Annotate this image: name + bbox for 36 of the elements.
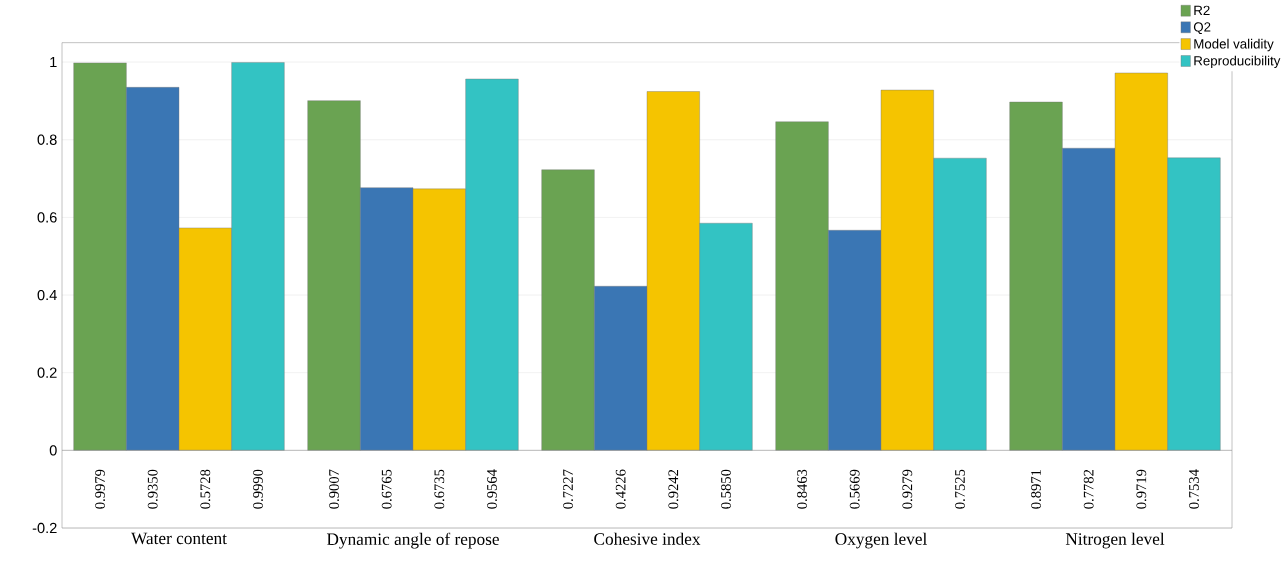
data-label: 0.9350 — [147, 469, 158, 509]
data-label: 0.7782 — [1083, 469, 1094, 509]
data-label: 0.9990 — [253, 469, 263, 509]
data-label: 0.9719 — [1136, 469, 1147, 509]
data-label: 0.9242 — [668, 469, 679, 509]
data-label: 0.9564 — [487, 469, 497, 509]
data-label: 0.6765 — [381, 469, 392, 509]
data-label: 0.9979 — [95, 469, 105, 509]
legend-label: Model validity — [1194, 38, 1274, 52]
data-label: 0.5669 — [849, 469, 860, 509]
y-tick-label: 0.2 — [37, 367, 57, 378]
y-tick-label: 0 — [49, 445, 57, 456]
y-tick-label: 1 — [50, 57, 57, 68]
data-label: 0.8971 — [1031, 469, 1041, 509]
data-label: 0.5728 — [200, 469, 211, 509]
data-label: 0.5850 — [721, 469, 731, 509]
data-label: 0.4226 — [615, 469, 626, 509]
data-label: 0.7525 — [955, 469, 965, 509]
data-label: 0.7534 — [1189, 469, 1199, 509]
x-tick-label: Water content — [131, 532, 227, 545]
y-tick-label: 0.8 — [37, 134, 57, 145]
data-label: 0.9007 — [329, 469, 339, 509]
y-tick-label: -0.2 — [32, 522, 57, 534]
x-tick-label: Cohesive index — [594, 532, 701, 545]
x-tick-label: Dynamic angle of repose — [326, 532, 499, 549]
data-label: 0.8463 — [797, 469, 807, 509]
y-tick-label: 0.4 — [37, 289, 57, 301]
y-tick-label: 0.6 — [37, 212, 57, 223]
data-label: 0.9279 — [902, 469, 913, 509]
data-label: 0.7227 — [563, 469, 573, 509]
legend-label: Reproducibility — [1194, 55, 1281, 69]
legend-label: Q2 — [1193, 22, 1211, 35]
data-label: 0.6735 — [434, 469, 445, 509]
x-tick-label: Nitrogen level — [1065, 532, 1165, 549]
legend-label: R2 — [1194, 5, 1210, 15]
x-tick-label: Oxygen level — [835, 532, 927, 549]
